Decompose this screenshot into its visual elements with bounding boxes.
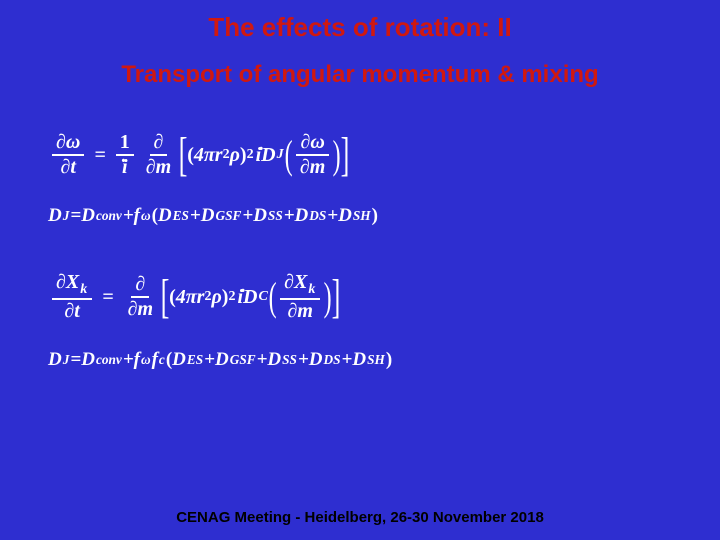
eq2-D: D <box>48 205 62 227</box>
eq2-DGSF: D <box>201 205 215 227</box>
eq3-lhs-den: ∂t <box>60 300 83 323</box>
eq3-inner-rho: ρ <box>211 286 221 309</box>
eq3-inner-base: 4πr <box>176 286 205 309</box>
eq2-f: f <box>134 205 140 227</box>
eq2-SS: SS <box>268 208 283 224</box>
eq3-d-num: ∂ <box>131 273 149 298</box>
eq4-DDS: D <box>309 349 323 371</box>
eq2-Dconv: D <box>81 205 95 227</box>
eq1-inner-rho: ρ <box>230 144 240 167</box>
eq2-close: ) <box>372 205 378 227</box>
eq4-fc: f <box>152 349 158 371</box>
eq4-SH: SH <box>367 352 385 368</box>
eq2-conv: conv <box>96 208 122 224</box>
eq4-fomega: ω <box>141 352 151 368</box>
eq4-DES: D <box>172 349 186 371</box>
eq4-D: D <box>48 349 62 371</box>
eq2-plus4: + <box>284 205 295 227</box>
eq4-eq: = <box>70 349 81 371</box>
eq4-plus5: + <box>342 349 353 371</box>
eq1-d-den: ∂m <box>142 156 175 179</box>
eq4-plus2: + <box>204 349 215 371</box>
equation-2: DJ = Dconv + fω ( DES + DGSF + DSS + DDS… <box>48 205 672 227</box>
eq1-inner-base: 4πr <box>194 144 223 167</box>
eq3-idot: i <box>237 286 243 309</box>
eq3-inner-exp2: 2 <box>228 289 235 305</box>
eq2-GSF: GSF <box>215 208 241 224</box>
eq1-lhs-num: ∂ω <box>52 131 84 156</box>
eq3-Dsub: C <box>258 289 267 305</box>
slide-subtitle: Transport of angular momentum & mixing <box>0 43 720 89</box>
eq4-f: f <box>134 349 140 371</box>
eq3-lparen: ( <box>268 279 276 315</box>
eq1-frac2-num: ∂ω <box>296 131 328 156</box>
eq2-DSH: D <box>338 205 352 227</box>
slide-title: The effects of rotation: II <box>0 0 720 43</box>
eq3-rparen-inner: ) <box>222 286 229 309</box>
eq3-d-den: ∂m <box>124 298 157 321</box>
eq1-lparen: ( <box>284 137 292 173</box>
eq2-plus5: + <box>327 205 338 227</box>
eq2-Dsub: J <box>63 208 70 224</box>
eq3-lbracket: [ <box>161 275 170 318</box>
eq3-lparen-inner: ( <box>169 286 176 309</box>
eq4-close: ) <box>386 349 392 371</box>
eq2-DES: D <box>158 205 172 227</box>
eq2-plus3: + <box>242 205 253 227</box>
eq3-frac2-num: ∂Xk <box>280 271 320 300</box>
eq1-rparen-inner: ) <box>240 144 247 167</box>
eq2-SH: SH <box>353 208 371 224</box>
eq4-plus1: + <box>123 349 134 371</box>
eq1-lparen-inner: ( <box>187 144 194 167</box>
eq1-equals: = <box>94 144 105 167</box>
eq2-DDS: D <box>295 205 309 227</box>
eq1-idot: i <box>256 144 262 167</box>
eq4-fcsub: c <box>159 352 165 368</box>
eq4-DSH: D <box>352 349 366 371</box>
eq4-DS: DS <box>324 352 341 368</box>
eq3-equals: = <box>102 286 113 309</box>
eq1-lbracket: [ <box>179 133 188 176</box>
eq4-Dsub: J <box>63 352 70 368</box>
eq2-plus1: + <box>123 205 134 227</box>
eq1-coef-den: i <box>118 156 132 179</box>
eq2-DS: DS <box>309 208 326 224</box>
eq1-d-num: ∂ <box>150 131 168 156</box>
slide-footer: CENAG Meeting - Heidelberg, 26-30 Novemb… <box>0 509 720 526</box>
eq4-DGSF: D <box>215 349 229 371</box>
eq3-rbracket: ] <box>331 275 340 318</box>
eq4-ES: ES <box>187 352 203 368</box>
eq1-Dsub: J <box>277 147 284 163</box>
eq3-lhs-num: ∂Xk <box>52 271 92 300</box>
eq2-fomega: ω <box>141 208 151 224</box>
equation-1: ∂ω ∂t = 1 i ∂ ∂m [ (4πr2ρ)2 iDJ ( ∂ω ∂m … <box>48 131 672 179</box>
eq1-lhs-den: ∂t <box>56 156 79 179</box>
equation-4: DJ = Dconv + fω fc ( DES + DGSF + DSS + … <box>48 349 672 371</box>
eq3-frac2-den: ∂m <box>284 300 317 323</box>
eq4-plus3: + <box>257 349 268 371</box>
eq1-rbracket: ] <box>340 133 349 176</box>
eq4-GSF: GSF <box>230 352 256 368</box>
eq1-inner-exp2: 2 <box>247 147 254 163</box>
eq4-Dconv: D <box>81 349 95 371</box>
eq4-plus4: + <box>298 349 309 371</box>
eq2-plus2: + <box>190 205 201 227</box>
eq1-inner-exp1: 2 <box>223 147 230 163</box>
eq1-frac2-den: ∂m <box>296 156 329 179</box>
eq2-eq: = <box>70 205 81 227</box>
equations-block: ∂ω ∂t = 1 i ∂ ∂m [ (4πr2ρ)2 iDJ ( ∂ω ∂m … <box>0 89 720 371</box>
eq2-ES: ES <box>173 208 189 224</box>
eq2-DSS: D <box>253 205 267 227</box>
eq4-conv: conv <box>96 352 122 368</box>
eq4-DSS: D <box>267 349 281 371</box>
eq4-SS: SS <box>282 352 297 368</box>
equation-3: ∂Xk ∂t = ∂ ∂m [ (4πr2ρ)2 iDC ( ∂Xk ∂m ) … <box>48 271 672 323</box>
